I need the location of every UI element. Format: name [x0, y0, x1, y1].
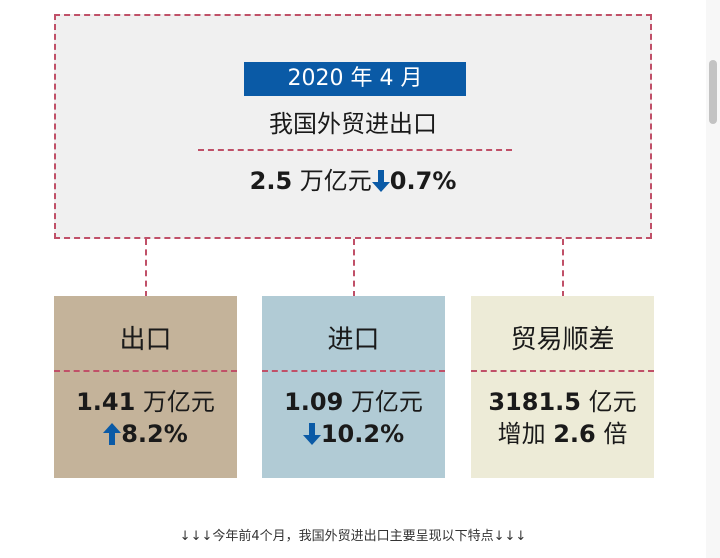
- trade-summary-box: 2020 年 4 月 我国外贸进出口 2.5 万亿元 0.7%: [54, 14, 652, 239]
- surplus-value-number: 3181.5: [488, 388, 581, 416]
- summary-value-unit: 万亿元: [299, 167, 372, 195]
- import-change-value: 10.2%: [320, 420, 405, 448]
- summary-title: 我国外贸进出口: [269, 110, 437, 138]
- import-card-title: 进口: [327, 325, 380, 355]
- export-value: 1.41 万亿元: [54, 386, 237, 418]
- export-card-divider: [54, 370, 237, 372]
- export-card-title: 出口: [119, 325, 172, 355]
- surplus-value-unit: 亿元: [588, 388, 637, 416]
- import-value: 1.09 万亿元: [262, 386, 445, 418]
- arrow-down-icon: [302, 421, 321, 453]
- export-card: 出口 1.41 万亿元 8.2%: [54, 296, 237, 478]
- surplus-increase-unit: 倍: [603, 420, 628, 448]
- connector-line-export: [145, 239, 147, 297]
- arrow-down-icon: [371, 167, 390, 201]
- footer-note: ↓↓↓今年前4个月，我国外贸进出口主要呈现以下特点↓↓↓: [179, 529, 527, 544]
- connector-line-import: [353, 239, 355, 297]
- import-value-number: 1.09: [284, 388, 344, 416]
- export-change: 8.2%: [54, 418, 237, 453]
- surplus-card-title: 贸易顺差: [510, 325, 615, 355]
- surplus-card-divider: [471, 370, 654, 372]
- summary-value-number: 2.5: [249, 167, 293, 195]
- import-value-unit: 万亿元: [350, 388, 423, 416]
- surplus-value: 3181.5 亿元: [471, 386, 654, 418]
- date-badge: 2020 年 4 月: [244, 62, 466, 96]
- arrow-up-icon: [103, 421, 122, 453]
- summary-divider: [198, 149, 512, 151]
- surplus-increase: 增加 2.6 倍: [471, 418, 654, 450]
- scrollbar[interactable]: [706, 0, 720, 558]
- scrollbar-thumb[interactable]: [709, 60, 717, 124]
- summary-value: 2.5 万亿元 0.7%: [56, 164, 650, 201]
- trade-surplus-card: 贸易顺差 3181.5 亿元 增加 2.6 倍: [471, 296, 654, 478]
- export-value-number: 1.41: [76, 388, 136, 416]
- import-card-divider: [262, 370, 445, 372]
- connector-line-surplus: [562, 239, 564, 297]
- export-value-unit: 万亿元: [142, 388, 215, 416]
- import-card: 进口 1.09 万亿元 10.2%: [262, 296, 445, 478]
- import-change: 10.2%: [262, 418, 445, 453]
- summary-change: 0.7%: [389, 167, 457, 195]
- export-change-value: 8.2%: [121, 420, 188, 448]
- surplus-increase-prefix: 增加: [497, 420, 546, 448]
- surplus-increase-number: 2.6: [553, 420, 596, 448]
